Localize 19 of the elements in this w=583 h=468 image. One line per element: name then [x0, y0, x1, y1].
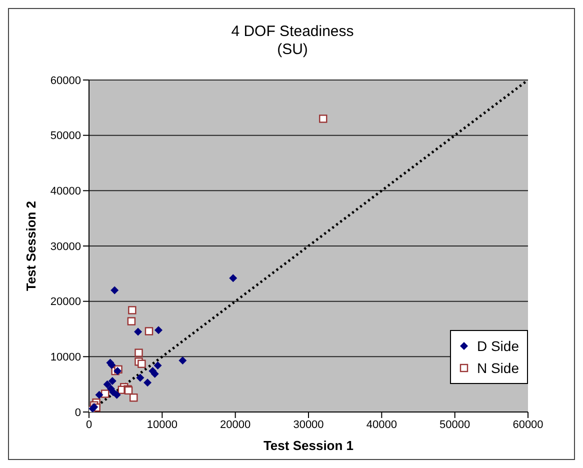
x-tick-label: 50000 [440, 418, 470, 431]
x-tick-label: 30000 [293, 418, 324, 431]
x-tick-label: 40000 [366, 418, 397, 431]
y-tick-label: 20000 [50, 296, 81, 308]
y-tick-label: 10000 [50, 352, 81, 364]
legend-label: D Side [476, 337, 519, 356]
y-axis-title: Test Session 2 [24, 200, 39, 292]
x-axis-title: Test Session 1 [263, 438, 354, 453]
legend-label: N Side [476, 359, 519, 378]
x-tick-label: 60000 [512, 418, 544, 431]
x-tick-label: 20000 [220, 418, 251, 431]
y-tick-label: 40000 [50, 186, 81, 198]
x-tick-label: 0 [86, 418, 92, 431]
y-tick-label: 0 [74, 406, 81, 419]
y-tick-label: 30000 [50, 240, 81, 253]
y-tick-label: 50000 [50, 130, 81, 142]
y-tick-label: 60000 [50, 74, 81, 87]
x-tick-label: 10000 [146, 418, 178, 431]
chart-title: 4 DOF Steadiness (SU) [230, 23, 355, 59]
